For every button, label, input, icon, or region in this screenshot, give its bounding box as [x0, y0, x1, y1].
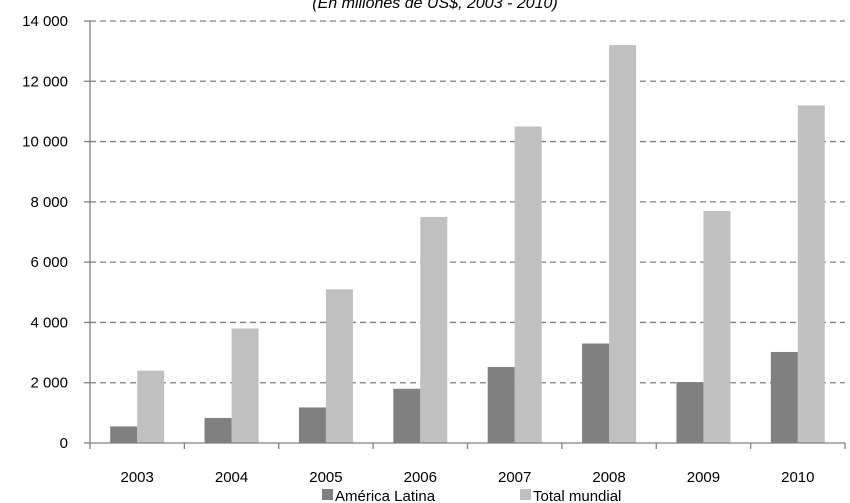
x-tick-label: 2003 [121, 469, 154, 486]
bar-total-mundial-2004 [231, 328, 259, 443]
bar-total-mundial-2010 [797, 105, 825, 444]
y-tick-label: 0 [60, 435, 68, 452]
y-tick-label: 12 000 [22, 73, 68, 90]
bar-america-latina-2007 [487, 367, 515, 443]
bar-america-latina-2010 [770, 351, 798, 443]
bar-total-mundial-2003 [137, 370, 165, 443]
bar-america-latina-2005 [298, 407, 326, 443]
x-tick-label: 2005 [309, 469, 342, 486]
legend-swatch [520, 489, 531, 500]
legend-label: Total mundial [533, 488, 621, 503]
y-tick-label: 4 000 [30, 314, 68, 331]
x-tick-label: 2004 [215, 469, 248, 486]
bar-total-mundial-2006 [420, 216, 448, 443]
y-tick-label: 6 000 [30, 254, 68, 271]
bar-total-mundial-2007 [514, 126, 542, 443]
gridlines [90, 20, 845, 384]
x-axis-tick-labels: 2003 2004 2005 2006 2007 2008 2009 2010 [121, 469, 815, 486]
legend-label: América Latina [335, 488, 436, 503]
bar-america-latina-2009 [676, 382, 704, 443]
y-tick-label: 2 000 [30, 375, 68, 392]
bar-america-latina-2004 [204, 417, 232, 443]
x-tick-label: 2009 [687, 469, 720, 486]
bar-total-mundial-2009 [703, 210, 731, 443]
legend-swatch [322, 489, 333, 500]
bar-america-latina-2006 [393, 388, 421, 443]
x-tick-label: 2006 [404, 469, 437, 486]
x-tick-label: 2007 [498, 469, 531, 486]
x-tick-label: 2010 [781, 469, 814, 486]
chart-subtitle: (En millones de US$, 2003 - 2010) [312, 0, 557, 12]
bar-total-mundial-2008 [609, 45, 637, 443]
y-tick-label: 10 000 [22, 134, 68, 151]
bar-total-mundial-2005 [325, 289, 353, 443]
bar-america-latina-2003 [110, 426, 138, 443]
y-tick-label: 14 000 [22, 13, 68, 30]
legend: América Latina Total mundial [322, 488, 621, 503]
y-axis-tick-labels: 0 2 000 4 000 6 000 8 000 10 000 12 000 14 000 [22, 13, 68, 452]
bar-america-latina-2008 [582, 343, 610, 443]
axes [84, 20, 846, 449]
x-tick-label: 2008 [592, 469, 625, 486]
bars [110, 45, 825, 444]
y-tick-label: 8 000 [30, 194, 68, 211]
